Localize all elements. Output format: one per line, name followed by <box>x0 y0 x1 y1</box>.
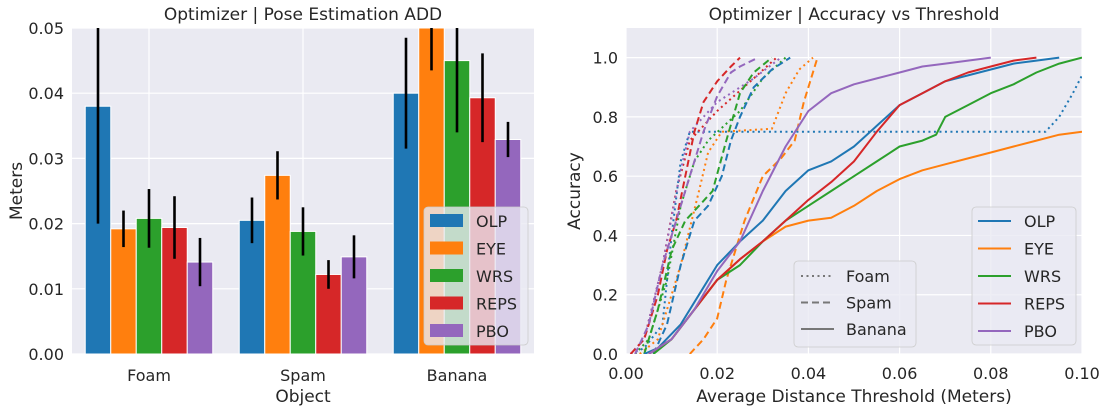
line-chart-y-ticks: 0.0 0.2 0.4 0.6 0.8 1.0 <box>593 49 618 364</box>
curve-spam-pbo <box>634 56 759 354</box>
line-chart-x-label: Average Distance Threshold (Meters) <box>696 387 1012 407</box>
x-tick-label: Spam <box>280 366 326 385</box>
x-tick-label: Banana <box>427 366 488 385</box>
curve-banana-pbo <box>648 56 991 354</box>
line-chart-title: Optimizer | Accuracy vs Threshold <box>709 5 1000 25</box>
x-tick-label: 0.00 <box>608 364 644 383</box>
y-tick-label: 0.00 <box>28 345 64 364</box>
y-tick-label: 0.8 <box>593 108 618 127</box>
curve-spam-reps <box>629 56 741 354</box>
legend-swatch-eye <box>430 241 463 255</box>
curve-spam-wrs <box>643 56 773 354</box>
bar-chart-y-label: Meters <box>7 162 27 220</box>
curve-foam-eye <box>639 56 814 354</box>
y-tick-label: 0.03 <box>28 149 64 168</box>
y-tick-label: 0.4 <box>593 226 618 245</box>
y-tick-label: 1.0 <box>593 49 618 68</box>
legend-label-eye: EYE <box>1024 240 1054 259</box>
x-tick-label: 0.10 <box>1064 364 1100 383</box>
legend-label-eye: EYE <box>476 240 506 259</box>
legend-label-reps: REPS <box>1024 295 1065 314</box>
curve-banana-wrs <box>652 56 1082 354</box>
bar-chart-title: Optimizer | Pose Estimation ADD <box>164 5 442 25</box>
y-tick-label: 0.01 <box>28 280 64 299</box>
curve-spam-olp <box>652 56 791 354</box>
line-chart-accuracy: 0.00.20.40.60.81.0 0.00 0.02 0.04 0.06 0.08 0… <box>565 5 1100 407</box>
bar-chart-y-ticks: 0.00 0.01 0.02 0.03 0.04 0.05 <box>28 19 64 364</box>
curve-banana-reps <box>648 56 1037 354</box>
legend-swatch-reps <box>430 296 463 310</box>
bar-chart-x-ticks: Foam Spam Banana <box>127 366 487 385</box>
curve-foam-pbo <box>629 56 782 354</box>
legend-swatch-olp <box>430 214 463 227</box>
bar-chart-legend: OLP EYE WRS REPS PBO <box>423 206 529 346</box>
legend-label-banana: Banana <box>846 320 907 339</box>
legend-label-wrs: WRS <box>476 267 513 286</box>
legend-swatch-wrs <box>430 269 463 282</box>
y-tick-label: 0.0 <box>593 345 618 364</box>
bar-eye-spam <box>264 174 291 355</box>
bar-chart-x-label: Object <box>275 387 331 407</box>
legend-label-pbo: PBO <box>476 322 509 341</box>
legend-label-olp: OLP <box>1024 212 1056 231</box>
method-legend-box <box>971 206 1077 346</box>
line-chart-method-legend: OLP EYE WRS REPS PBO <box>971 206 1077 346</box>
x-tick-label: 0.06 <box>882 364 918 383</box>
y-tick-label: 0.02 <box>28 215 64 234</box>
object-legend-box <box>793 260 917 348</box>
x-tick-label: 0.02 <box>699 364 735 383</box>
legend-label-reps: REPS <box>476 295 517 314</box>
bar-chart-pose-estimation: 0.000.010.020.030.040.05 Foam Spam Banana … <box>7 5 534 407</box>
curve-banana-olp <box>643 56 1060 354</box>
line-chart-series <box>629 56 1082 354</box>
legend-label-foam: Foam <box>846 267 890 286</box>
legend-label-wrs: WRS <box>1024 267 1061 286</box>
bar-eye-foam <box>110 228 137 355</box>
curve-spam-eye <box>689 57 819 354</box>
line-chart-x-ticks: 0.00 0.02 0.04 0.06 0.08 0.10 <box>608 364 1100 383</box>
line-chart-object-legend: Foam Spam Banana <box>793 260 917 348</box>
legend-label-pbo: PBO <box>1024 322 1057 341</box>
legend-label-spam: Spam <box>846 294 892 313</box>
y-tick-label: 0.6 <box>593 167 618 186</box>
legend-swatch-pbo <box>430 324 463 337</box>
line-chart-y-label: Accuracy <box>565 152 585 230</box>
legend-label-olp: OLP <box>476 212 508 231</box>
y-tick-label: 0.2 <box>593 286 618 305</box>
x-tick-label: Foam <box>127 366 171 385</box>
y-tick-label: 0.04 <box>28 84 64 103</box>
bar-chart-error-bars <box>96 28 510 289</box>
y-tick-label: 0.05 <box>28 19 64 38</box>
x-tick-label: 0.08 <box>973 364 1009 383</box>
x-tick-label: 0.04 <box>791 364 827 383</box>
